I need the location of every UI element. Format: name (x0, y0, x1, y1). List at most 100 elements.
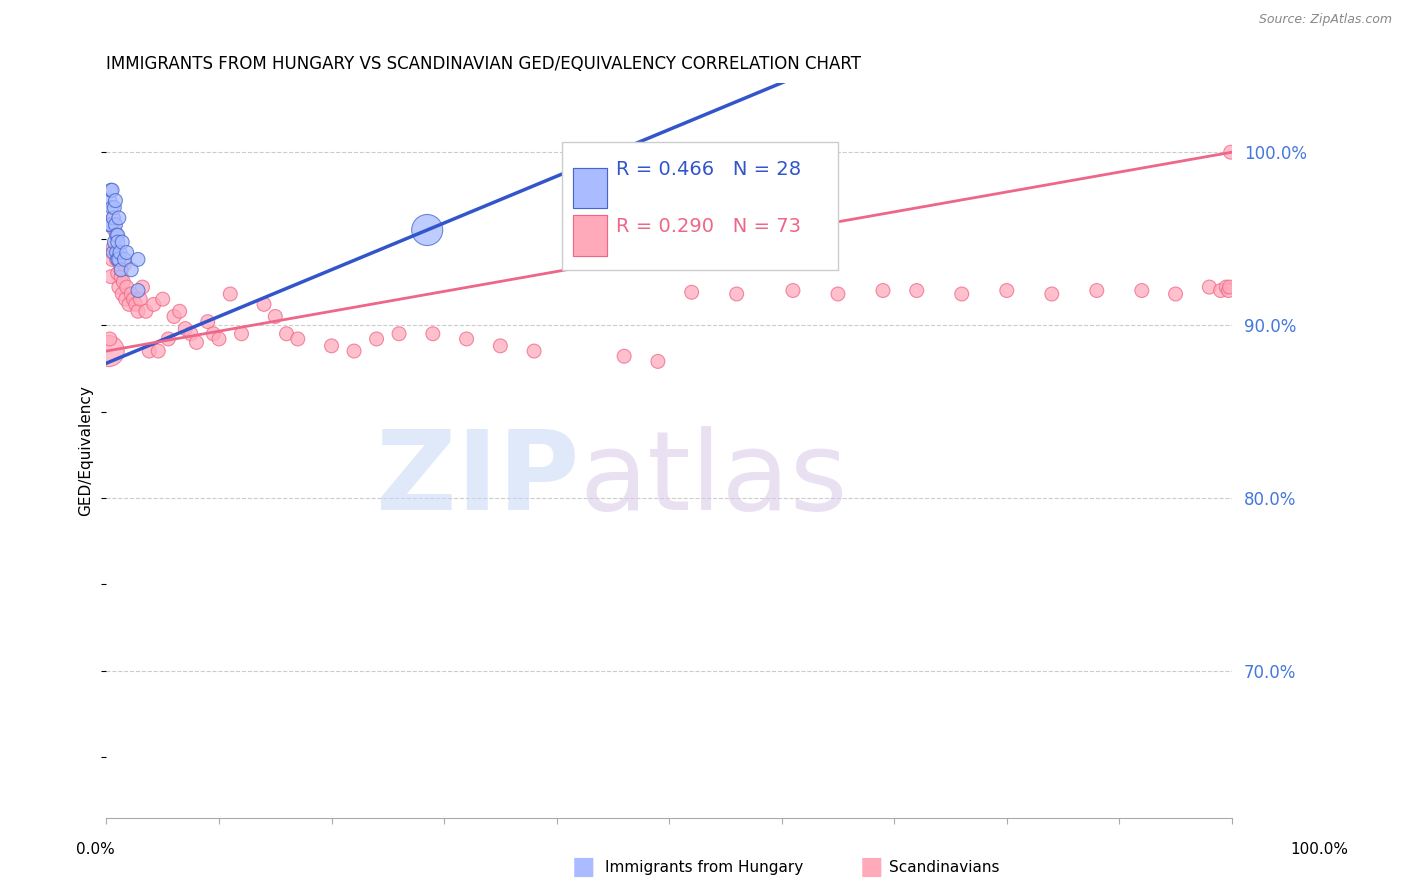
Point (107, 252, 129, 267)
Point (103, 240, 125, 254)
Point (1215, 280, 1237, 294)
Point (108, 252, 131, 267)
Point (114, 292, 136, 306)
Point (905, 284, 928, 298)
Text: ■: ■ (860, 855, 883, 879)
Point (1164, 287, 1187, 301)
Point (366, 332, 388, 346)
Text: Source: ZipAtlas.com: Source: ZipAtlas.com (1258, 13, 1392, 27)
Point (127, 304, 149, 318)
Point (107, 266, 129, 280)
Point (343, 344, 366, 359)
Point (98, 332, 121, 346)
Point (782, 284, 804, 298)
Point (1209, 284, 1232, 298)
Point (100, 218, 122, 232)
Point (98, 194, 121, 208)
Point (120, 262, 142, 277)
Point (1085, 284, 1108, 298)
Point (197, 315, 219, 329)
Point (122, 292, 145, 306)
Point (231, 326, 253, 341)
Point (681, 285, 703, 300)
Point (152, 292, 174, 306)
Y-axis label: GED/Equivalency: GED/Equivalency (79, 385, 93, 516)
Point (1218, 284, 1240, 298)
Point (169, 304, 191, 318)
Point (1130, 284, 1153, 298)
Point (108, 258, 131, 272)
Point (208, 332, 231, 346)
Point (108, 280, 131, 294)
Text: ZIP: ZIP (375, 426, 579, 533)
Point (1219, 280, 1241, 294)
Point (108, 245, 131, 260)
Point (97, 218, 120, 232)
Point (108, 211, 131, 225)
Point (105, 252, 128, 267)
Point (107, 235, 129, 249)
Point (422, 326, 444, 341)
Point (148, 344, 170, 359)
Point (103, 201, 125, 215)
Point (104, 218, 127, 232)
Point (104, 245, 127, 260)
Point (114, 258, 136, 272)
Point (101, 183, 124, 197)
Point (456, 332, 478, 346)
Point (1219, 145, 1241, 160)
Text: R = 0.290   N = 73: R = 0.290 N = 73 (616, 217, 801, 235)
Point (115, 245, 138, 260)
Point (110, 269, 132, 284)
Point (101, 252, 124, 267)
Point (103, 211, 125, 225)
Point (264, 310, 287, 324)
Point (287, 332, 309, 346)
Point (186, 335, 208, 350)
Point (125, 297, 148, 311)
Point (416, 223, 439, 237)
Point (219, 287, 242, 301)
Bar (574, 168, 607, 208)
Point (111, 287, 134, 301)
Point (115, 280, 138, 294)
Point (100, 183, 122, 197)
Point (110, 262, 132, 277)
Text: 0.0%: 0.0% (76, 842, 115, 856)
Point (388, 326, 411, 341)
Point (118, 297, 141, 311)
Point (163, 310, 186, 324)
Point (107, 228, 129, 243)
Point (97, 344, 120, 359)
Text: atlas: atlas (579, 426, 848, 533)
Point (489, 339, 512, 353)
Point (131, 280, 153, 294)
Point (120, 287, 142, 301)
Point (104, 194, 127, 208)
Text: 100.0%: 100.0% (1289, 842, 1348, 856)
Point (111, 235, 134, 249)
Point (127, 252, 149, 267)
Point (253, 297, 276, 311)
Text: Immigrants from Hungary: Immigrants from Hungary (605, 860, 803, 874)
Point (105, 245, 128, 260)
Point (1198, 280, 1220, 294)
Point (103, 223, 125, 237)
Point (1040, 287, 1063, 301)
Text: Scandinavians: Scandinavians (889, 860, 1000, 874)
Point (613, 349, 636, 363)
Point (995, 284, 1018, 298)
Point (180, 326, 202, 341)
Point (202, 326, 225, 341)
Point (174, 321, 197, 335)
Point (872, 284, 894, 298)
Point (157, 332, 180, 346)
Text: ■: ■ (572, 855, 595, 879)
Point (103, 211, 125, 225)
Point (114, 252, 136, 267)
Point (103, 245, 125, 260)
Point (100, 269, 122, 284)
Point (112, 275, 135, 289)
Point (523, 344, 546, 359)
Point (105, 228, 128, 243)
